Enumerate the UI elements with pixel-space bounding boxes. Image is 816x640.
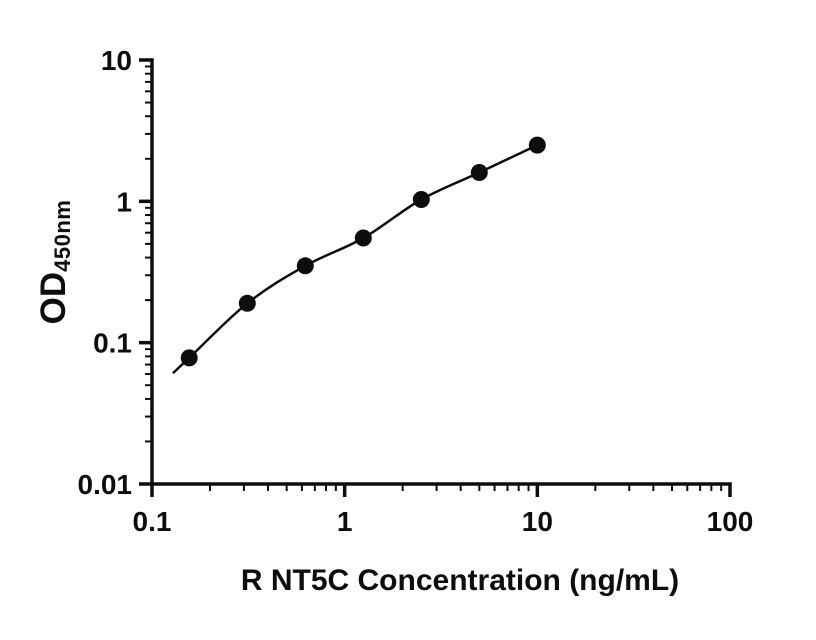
- x-tick-label: 100: [707, 506, 754, 537]
- y-axis-label-subscript: 450nm: [50, 199, 75, 272]
- data-point: [354, 229, 372, 247]
- y-axis-label: OD450nm: [34, 199, 75, 325]
- data-point: [528, 136, 546, 154]
- data-point: [470, 164, 488, 181]
- data-point: [238, 294, 256, 312]
- y-tick-label: 0.01: [78, 469, 133, 500]
- y-tick-label: 10: [101, 45, 132, 76]
- data-point: [412, 191, 430, 208]
- y-tick-label: 1: [116, 186, 132, 217]
- x-tick-label: 1: [337, 506, 353, 537]
- x-tick-label: 0.1: [133, 506, 172, 537]
- y-axis-label-main: OD: [34, 271, 73, 325]
- y-tick-label: 0.1: [93, 328, 132, 359]
- x-axis-label: R NT5C Concentration (ng/mL): [240, 564, 680, 597]
- data-point: [180, 349, 198, 367]
- data-point: [296, 257, 314, 275]
- x-tick-label: 10: [522, 506, 553, 537]
